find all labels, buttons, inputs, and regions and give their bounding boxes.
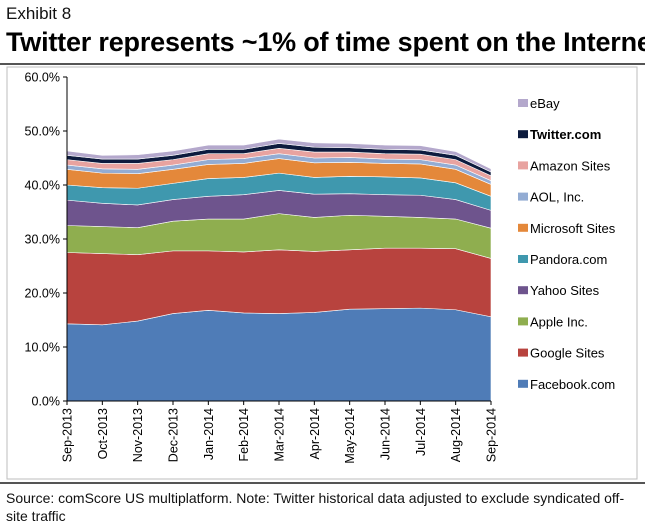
chart-title: Twitter represents ~1% of time spent on … bbox=[6, 27, 645, 57]
x-tick-label: Sep-2013 bbox=[61, 408, 75, 462]
series-areas bbox=[66, 138, 492, 402]
x-tick-label: Jan-2014 bbox=[202, 408, 216, 460]
x-tick-label: Dec-2013 bbox=[167, 408, 181, 462]
x-tick-label: May-2014 bbox=[343, 408, 357, 464]
x-tick-label: Aug-2014 bbox=[449, 408, 463, 462]
bottom-rule-divider bbox=[0, 482, 645, 484]
x-tick-label: Nov-2013 bbox=[131, 408, 145, 462]
x-tick-label: Oct-2013 bbox=[96, 408, 110, 459]
y-tick-label: 10.0% bbox=[25, 341, 60, 355]
legend-swatch-ebay bbox=[518, 99, 528, 107]
legend-swatch-facebook-com bbox=[518, 379, 528, 388]
legend-label-google-sites: Google Sites bbox=[530, 346, 605, 361]
legend-label-apple-inc: Apple Inc. bbox=[530, 314, 588, 329]
y-tick-label: 60.0% bbox=[25, 71, 60, 85]
legend-label-microsoft-sites: Microsoft Sites bbox=[530, 221, 616, 236]
legend-swatch-amazon-sites bbox=[518, 161, 528, 170]
legend-swatch-apple-inc bbox=[518, 317, 528, 326]
legend-label-yahoo-sites: Yahoo Sites bbox=[530, 283, 600, 298]
legend-label-amazon-sites: Amazon Sites bbox=[530, 158, 611, 173]
y-tick-label: 30.0% bbox=[25, 233, 60, 247]
y-axis-ticks: 0.0% 10.0% 20.0% 30.0% 40.0% 50.0% 60.0% bbox=[25, 71, 67, 409]
legend-swatch-twitter-com bbox=[518, 130, 528, 139]
x-axis-ticks: Sep-2013 Oct-2013 Nov-2013 Dec-2013 Jan-2014… bbox=[61, 401, 499, 464]
x-tick-label: Apr-2014 bbox=[308, 408, 322, 459]
y-tick-label: 40.0% bbox=[25, 179, 60, 193]
x-tick-label: Feb-2014 bbox=[237, 408, 251, 462]
area-ebay bbox=[66, 138, 492, 173]
legend-label-ebay: eBay bbox=[530, 96, 560, 111]
legend-label-facebook-com: Facebook.com bbox=[530, 377, 615, 392]
x-tick-label: Mar-2014 bbox=[273, 408, 287, 462]
exhibit-label: Exhibit 8 bbox=[6, 4, 72, 23]
x-tick-label: Jul-2014 bbox=[414, 408, 428, 456]
legend-label-twitter-com: Twitter.com bbox=[530, 127, 601, 142]
legend-swatch-aol-inc bbox=[518, 192, 528, 201]
legend-swatch-pandora-com bbox=[518, 255, 528, 263]
x-tick-label: Sep-2014 bbox=[485, 408, 499, 462]
y-tick-label: 20.0% bbox=[25, 287, 60, 301]
y-tick-label: 50.0% bbox=[25, 125, 60, 139]
legend-swatch-microsoft-sites bbox=[518, 223, 528, 232]
legend: eBay Twitter.com Amazon Sites AOL, Inc. Micr… bbox=[518, 96, 616, 392]
legend-label-aol-inc: AOL, Inc. bbox=[530, 190, 584, 205]
legend-swatch-google-sites bbox=[518, 348, 528, 357]
source-note: Source: comScore US multiplatform. Note:… bbox=[6, 490, 625, 524]
x-tick-label: Jun-2014 bbox=[379, 408, 393, 460]
y-tick-label: 0.0% bbox=[32, 395, 61, 409]
top-rule-divider bbox=[0, 63, 645, 65]
stacked-area-chart: 0.0% 10.0% 20.0% 30.0% 40.0% 50.0% 60.0% Sep-2… bbox=[6, 66, 638, 480]
legend-label-pandora-com: Pandora.com bbox=[530, 252, 607, 267]
legend-swatch-yahoo-sites bbox=[518, 286, 528, 295]
